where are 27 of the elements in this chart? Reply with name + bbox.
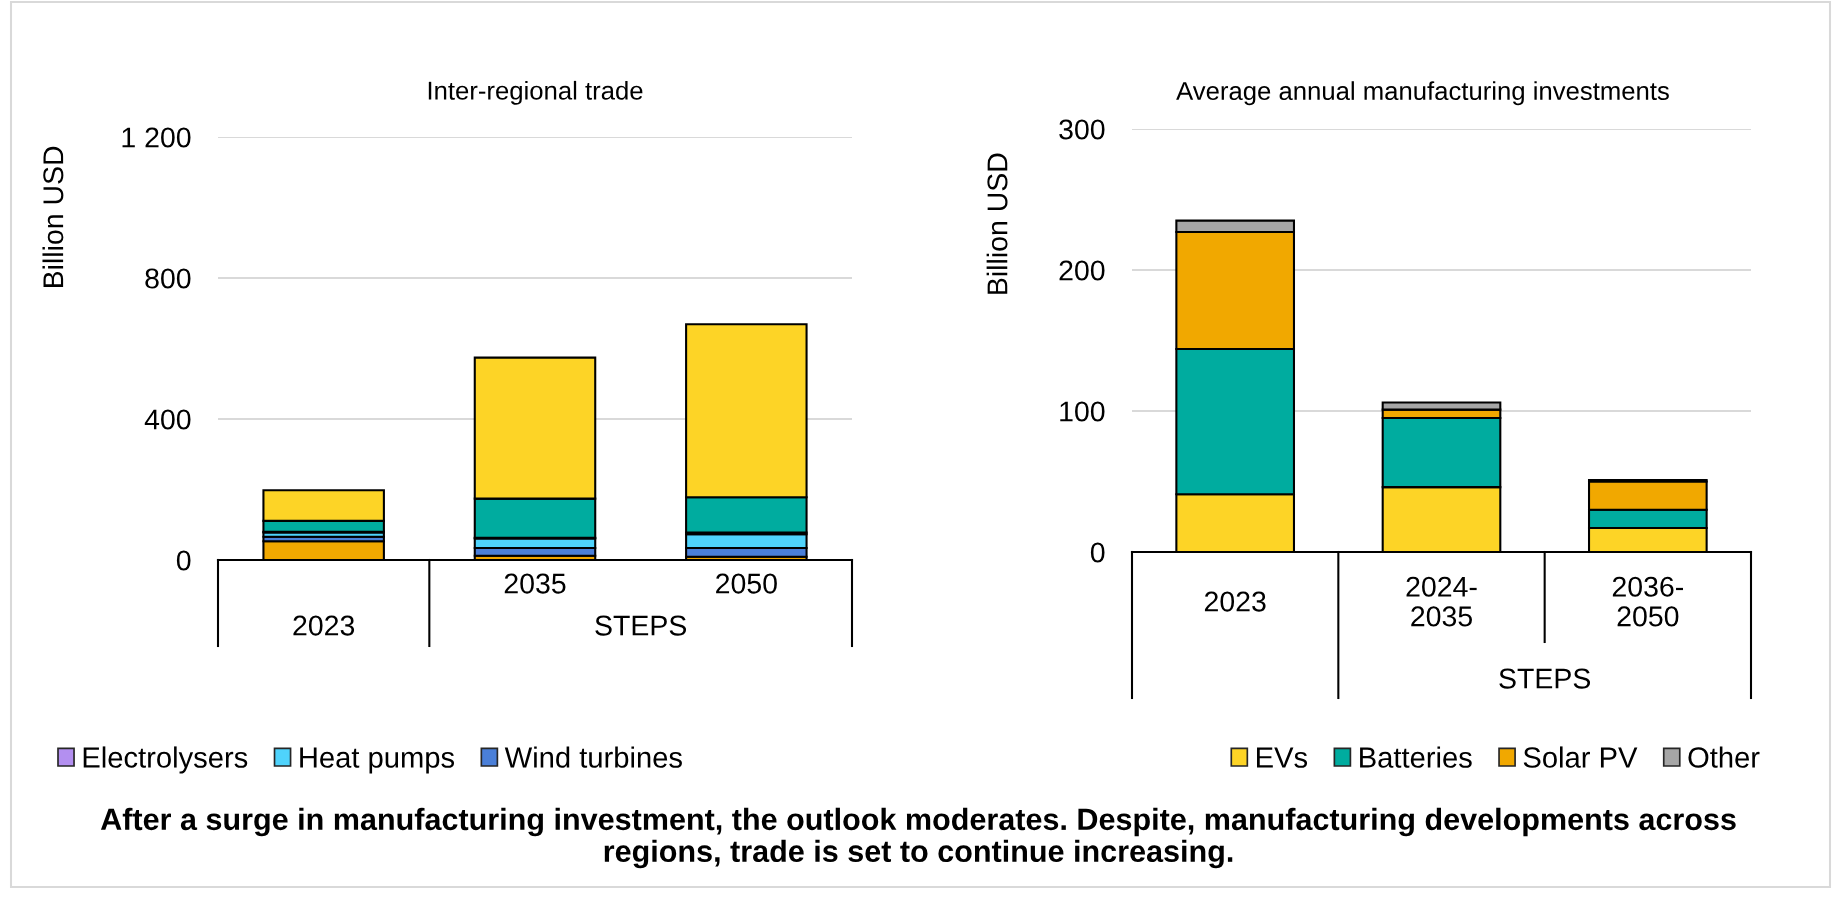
chart-title: Average annual manufacturing investments (1176, 81, 1669, 106)
y-tick-label: 0 (176, 550, 191, 571)
y-tick-label: 100 (1060, 401, 1105, 422)
text: STEPS (1499, 668, 1591, 689)
x-tick-label: 2024- 2035 (1406, 576, 1477, 627)
y-axis-title: Billion USD (986, 153, 1008, 294)
legend-label: Electrolysers (83, 746, 248, 774)
legend-label: Heat pumps (300, 747, 455, 774)
chart-title: Inter-regional trade (428, 80, 643, 105)
text: After a surge in manufacturing investment, the outlook moderates. Despite, manufacturing developments across regions, trade is set to continue increasing. (100, 807, 1736, 869)
y-axis-title: Billion USD (42, 146, 64, 288)
legend-label: Other (1688, 746, 1760, 768)
legend-label: Solar PV (1523, 746, 1638, 768)
y-tick-label: 800 (145, 268, 191, 289)
y-tick-label: 1 200 (122, 127, 191, 148)
legend-label: Wind turbines (504, 746, 682, 768)
x-tick-label: 2036- 2050 (1612, 576, 1683, 627)
y-tick-label: 0 (1090, 542, 1105, 563)
legend-label: Batteries (1360, 746, 1472, 768)
y-tick-label: 400 (144, 409, 191, 430)
legend-label: EVs (1257, 747, 1308, 768)
y-tick-label: 300 (1059, 119, 1105, 140)
x-tick-label: 2035 (504, 573, 566, 594)
y-tick-label: 200 (1059, 260, 1105, 281)
x-tick-label: 2050 (716, 573, 777, 594)
x-tick-label: 2023 (1204, 591, 1266, 612)
text: STEPS (595, 615, 687, 636)
